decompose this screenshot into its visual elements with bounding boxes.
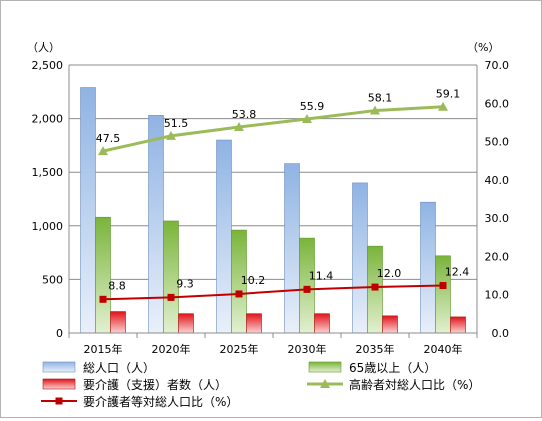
line-point	[234, 122, 244, 132]
left-axis-unit: （人）	[27, 41, 60, 54]
line-point	[302, 113, 312, 123]
data-label: 59.1	[436, 88, 461, 101]
line-point	[439, 282, 447, 290]
line-point	[371, 283, 379, 291]
series-line	[102, 284, 444, 301]
right-tick-label: 10.0	[485, 289, 510, 302]
data-label: 58.1	[368, 92, 393, 105]
bar	[299, 237, 315, 334]
line-point	[167, 293, 175, 301]
bar	[80, 87, 96, 334]
bar	[284, 163, 300, 334]
bar	[246, 313, 262, 334]
legend: 総人口（人） 65歳以上（人） 要介護（支援）者数（人） 高齢者対総人口比（%） 要介護…	[41, 361, 480, 409]
bar	[216, 139, 232, 334]
data-label: 53.8	[232, 108, 257, 121]
left-tick-label: 500	[42, 273, 63, 286]
data-label: 11.4	[309, 269, 334, 282]
x-tick-label: 2025年	[220, 342, 259, 356]
left-tick-label: 0	[56, 327, 63, 340]
bar	[95, 216, 111, 334]
x-tick-label: 2030年	[288, 342, 327, 356]
right-tick-label: 70.0	[485, 59, 510, 72]
line-point	[303, 285, 311, 293]
data-label: 55.9	[300, 100, 325, 113]
line-point	[166, 130, 176, 140]
line-point	[235, 290, 243, 298]
bar	[110, 311, 126, 334]
line-point	[99, 295, 107, 303]
right-tick-label: 40.0	[485, 174, 510, 187]
legend-marker	[320, 379, 330, 388]
line-point	[98, 146, 108, 156]
lines: 47.5 51.5 53.8 55.9 58.1 59.1 8.8 9.3 10.2 11.4 12…	[96, 88, 470, 303]
legend-label: 要介護者等対総人口比（%）	[83, 394, 238, 409]
x-tick-label: 2015年	[84, 342, 123, 356]
right-tick-label: 60.0	[485, 97, 510, 110]
left-tick-label: 2,000	[32, 113, 64, 126]
bar	[178, 313, 194, 334]
right-axis-unit: （%）	[467, 41, 499, 54]
bar	[148, 115, 164, 334]
bar	[450, 316, 466, 334]
bar	[352, 182, 368, 334]
series-line	[102, 105, 444, 153]
x-tick-label: 2035年	[356, 342, 395, 356]
legend-swatch	[42, 378, 76, 390]
legend-label: 高齢者対総人口比（%）	[349, 377, 480, 392]
data-label: 12.4	[445, 266, 470, 279]
gridlines	[69, 64, 477, 280]
data-label: 9.3	[176, 277, 194, 290]
right-tick-label: 20.0	[485, 250, 510, 263]
data-label: 12.0	[377, 267, 402, 280]
bar	[314, 313, 330, 334]
bar	[382, 315, 398, 334]
axes: 0 500 1,000 1,500 2,000 2,500 0.0 10.0 20.0 30.0 4…	[32, 59, 510, 356]
right-tick-label: 50.0	[485, 136, 510, 149]
data-label: 51.5	[164, 117, 189, 130]
left-tick-label: 2,500	[32, 59, 64, 72]
line-point	[370, 105, 380, 115]
legend-swatch	[308, 361, 342, 373]
legend-label: 65歳以上（人）	[349, 361, 436, 375]
data-label: 10.2	[241, 274, 266, 287]
x-tick-label: 2040年	[424, 342, 463, 356]
line-point	[438, 101, 448, 111]
x-tick-label: 2020年	[152, 342, 191, 356]
left-tick-label: 1,500	[32, 166, 64, 179]
legend-label: 総人口（人）	[83, 361, 155, 375]
data-label: 47.5	[96, 132, 121, 145]
legend-swatch	[42, 361, 76, 373]
legend-marker	[55, 397, 63, 405]
right-tick-label: 30.0	[485, 212, 510, 225]
right-tick-label: 0.0	[492, 327, 510, 340]
bar	[420, 201, 436, 334]
left-tick-label: 1,000	[32, 220, 64, 233]
legend-label: 要介護（支援）者数（人）	[83, 377, 227, 392]
data-label: 8.8	[108, 279, 126, 292]
